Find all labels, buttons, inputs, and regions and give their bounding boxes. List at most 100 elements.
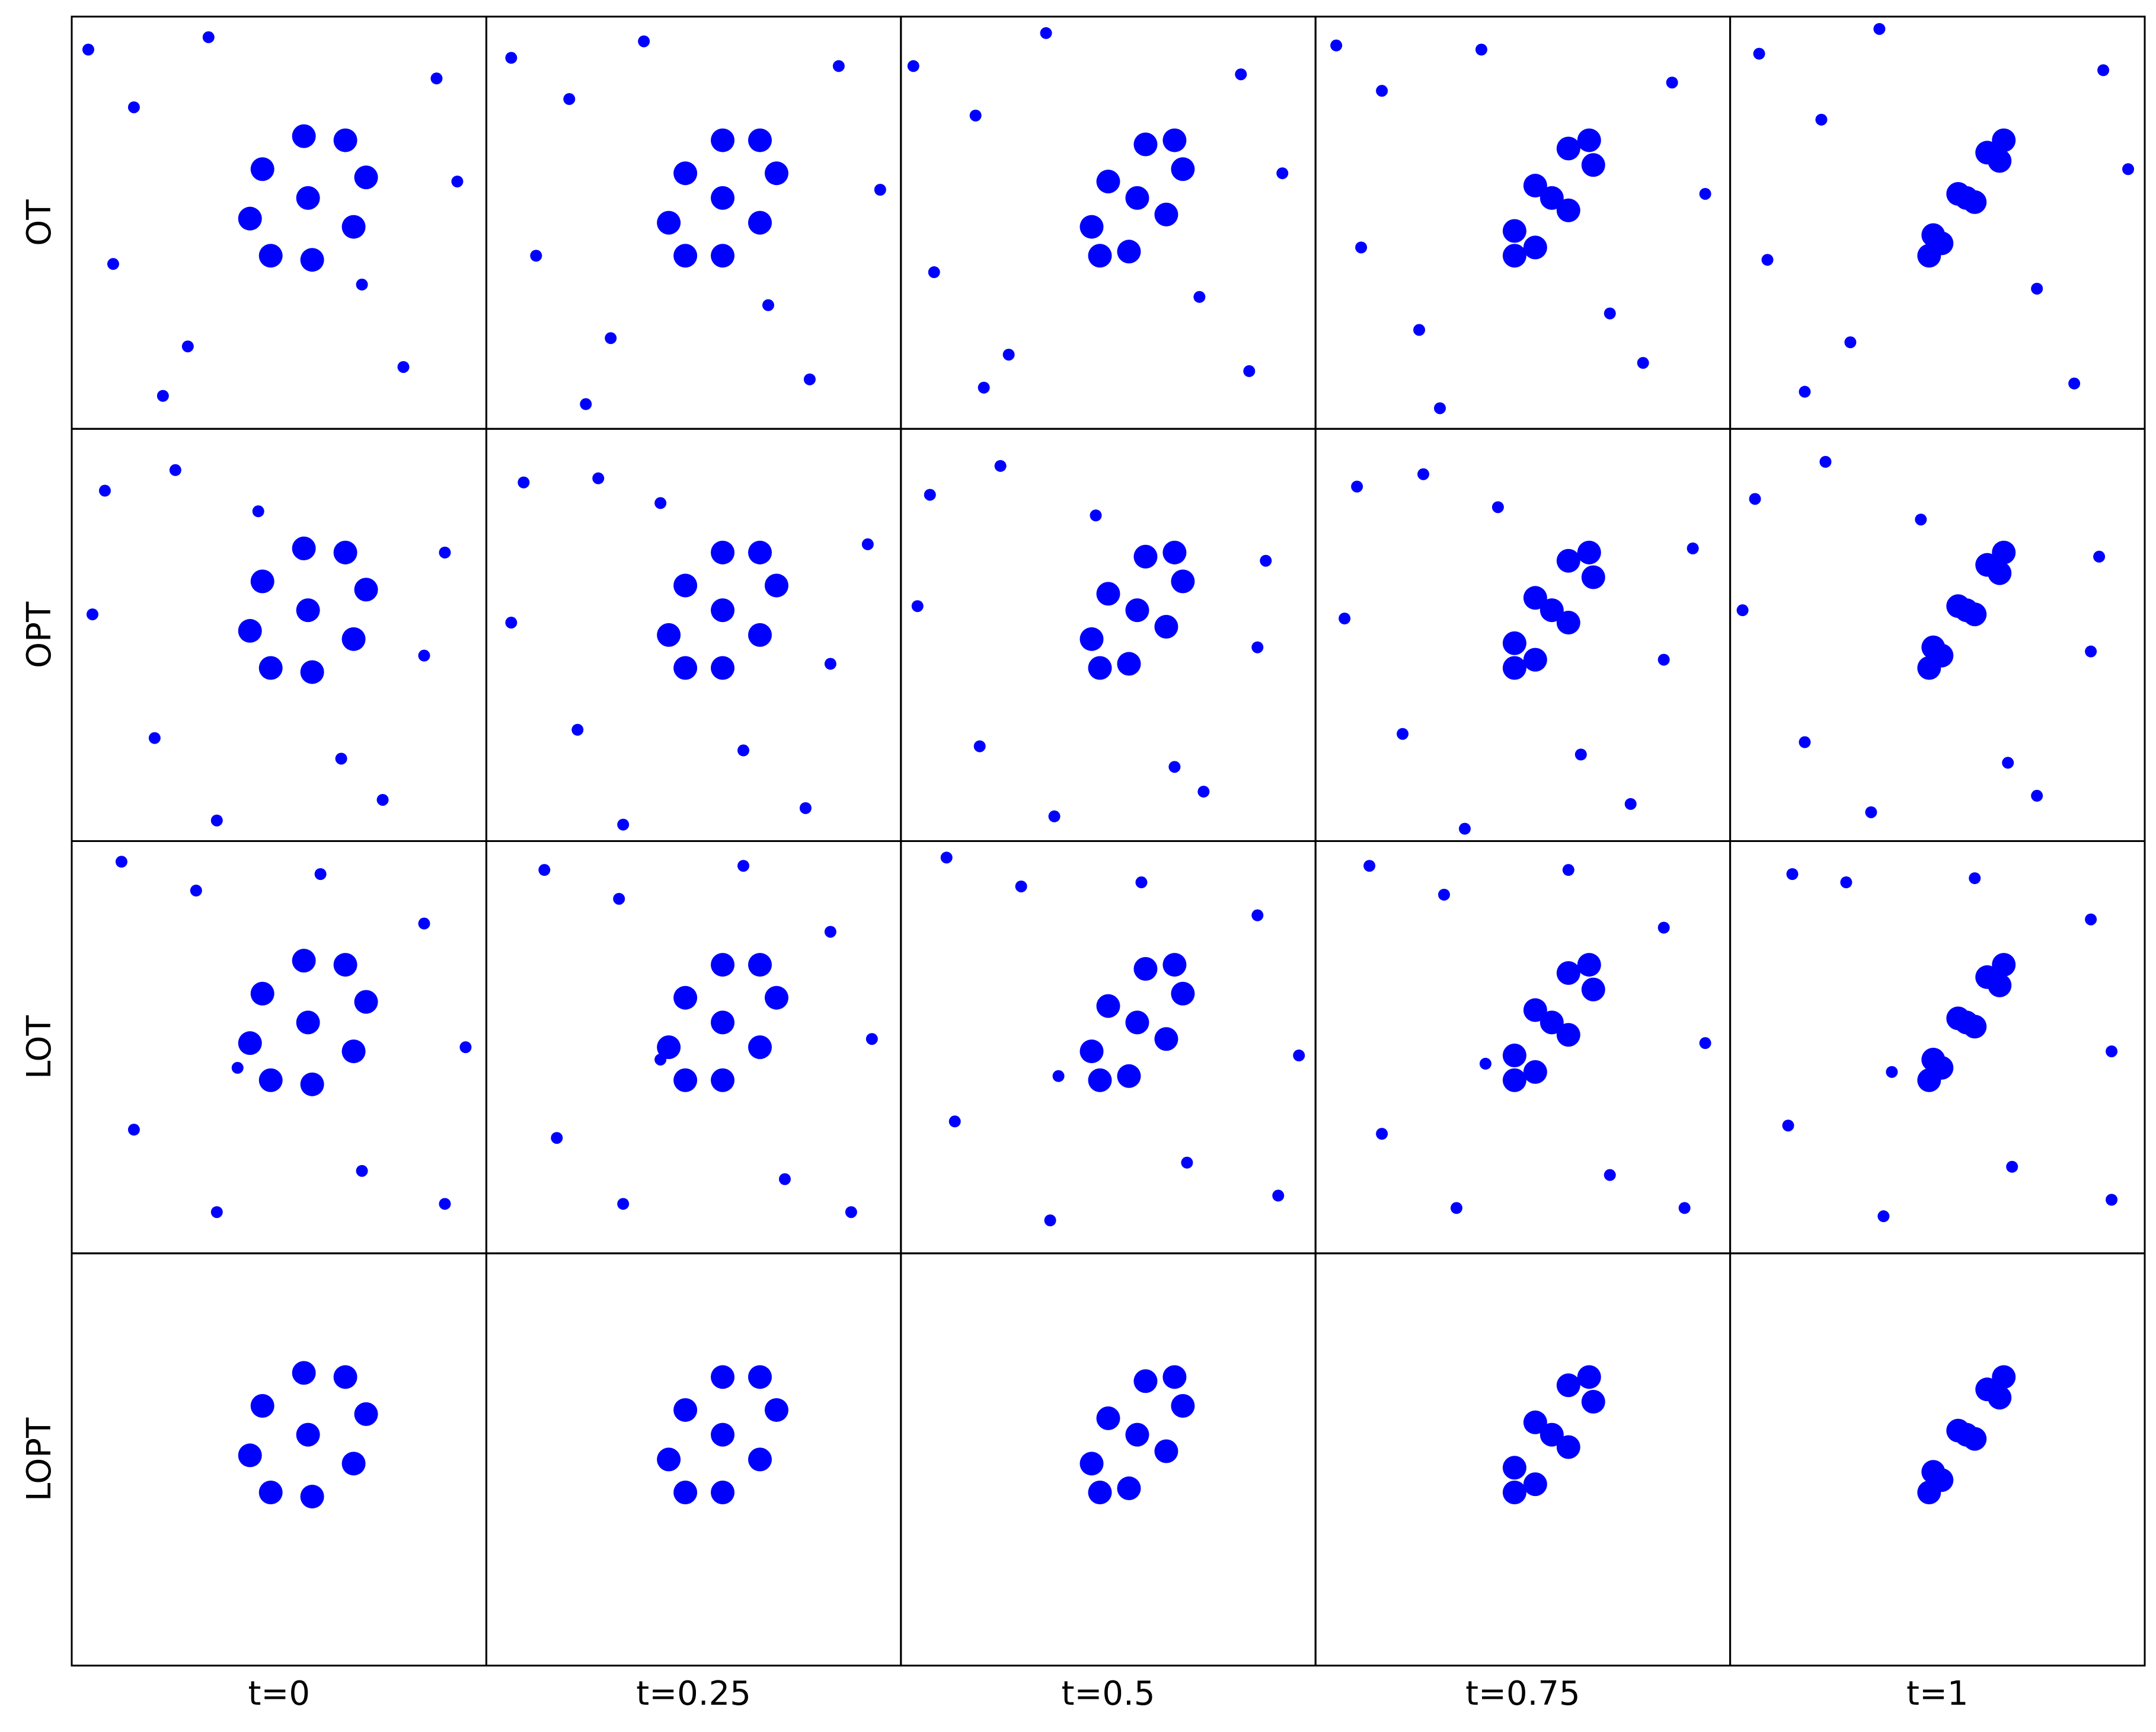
- point: [250, 981, 274, 1006]
- point: [1376, 1128, 1388, 1140]
- point: [451, 176, 464, 188]
- point: [1657, 921, 1670, 934]
- point: [1577, 1365, 1601, 1389]
- column-label: t=0.25: [636, 1674, 751, 1713]
- panel-frame: [485, 15, 902, 430]
- point: [1502, 1068, 1526, 1092]
- point: [1577, 953, 1601, 977]
- point: [333, 540, 357, 564]
- point: [711, 656, 735, 680]
- point: [1502, 631, 1526, 655]
- panel-frame: [71, 840, 487, 1255]
- point: [1096, 1406, 1120, 1430]
- point: [238, 1031, 262, 1055]
- point: [563, 93, 576, 106]
- point: [2031, 790, 2043, 802]
- point: [1171, 981, 1195, 1006]
- point: [1556, 1435, 1580, 1459]
- point: [1877, 1210, 1890, 1223]
- point: [1133, 1369, 1158, 1393]
- point: [2106, 1045, 2118, 1058]
- point: [1556, 1023, 1580, 1047]
- point: [1523, 1472, 1547, 1497]
- point: [2106, 1194, 2118, 1206]
- point: [1556, 548, 1580, 573]
- point: [98, 484, 111, 497]
- point: [231, 1061, 244, 1074]
- point: [1666, 76, 1678, 89]
- point: [1276, 167, 1289, 180]
- point: [1125, 1422, 1149, 1447]
- point: [748, 623, 772, 647]
- point: [296, 1422, 320, 1447]
- point: [861, 538, 874, 550]
- panel-frame: [900, 1252, 1317, 1667]
- point: [911, 600, 924, 613]
- point: [238, 618, 262, 643]
- point: [505, 52, 518, 64]
- point: [1339, 613, 1351, 625]
- point: [1096, 170, 1120, 194]
- point: [1088, 1480, 1112, 1504]
- point: [86, 608, 98, 621]
- point: [711, 186, 735, 210]
- point: [107, 258, 119, 270]
- point: [1930, 643, 1954, 668]
- point: [1243, 365, 1256, 377]
- point: [518, 476, 530, 489]
- point: [613, 892, 625, 905]
- point: [1678, 1202, 1691, 1214]
- point: [1761, 254, 1774, 266]
- point: [1002, 349, 1015, 361]
- point: [1197, 786, 1210, 798]
- point: [748, 1035, 772, 1060]
- point: [1088, 1068, 1112, 1092]
- point: [799, 802, 812, 814]
- point: [748, 1447, 772, 1472]
- point: [376, 793, 389, 806]
- point: [748, 953, 772, 977]
- point: [354, 578, 378, 602]
- point: [907, 60, 919, 72]
- point: [874, 184, 886, 196]
- point: [2085, 645, 2097, 658]
- point: [1954, 598, 1979, 623]
- point: [764, 161, 788, 186]
- point: [1539, 1010, 1564, 1035]
- panel-frame: [1729, 428, 2146, 842]
- panel-frame: [485, 1252, 902, 1667]
- point: [1133, 957, 1158, 981]
- point: [1556, 136, 1580, 161]
- point: [1363, 860, 1376, 872]
- panel-frame: [1729, 1252, 2146, 1667]
- point: [1581, 1390, 1605, 1414]
- point: [1438, 888, 1451, 901]
- point: [1687, 542, 1699, 554]
- point: [1235, 68, 1247, 81]
- point: [657, 1035, 681, 1060]
- point: [1096, 994, 1120, 1018]
- point: [638, 35, 650, 47]
- point: [845, 1206, 857, 1219]
- point: [1539, 598, 1564, 623]
- column-label: t=0: [248, 1674, 310, 1713]
- point: [1040, 27, 1052, 39]
- column-label: t=0.5: [1062, 1674, 1155, 1713]
- point: [1502, 1480, 1526, 1504]
- point: [762, 299, 774, 311]
- point: [258, 656, 283, 680]
- point: [314, 868, 327, 881]
- point: [1930, 1055, 1954, 1080]
- point: [1539, 1422, 1564, 1447]
- point: [657, 210, 681, 235]
- point: [1162, 128, 1187, 152]
- point: [1799, 736, 1811, 748]
- point: [2093, 550, 2106, 563]
- point: [1491, 501, 1504, 513]
- point: [2006, 1160, 2018, 1173]
- point: [1753, 47, 1765, 60]
- point: [1556, 198, 1580, 222]
- point: [711, 128, 735, 152]
- point: [418, 917, 430, 930]
